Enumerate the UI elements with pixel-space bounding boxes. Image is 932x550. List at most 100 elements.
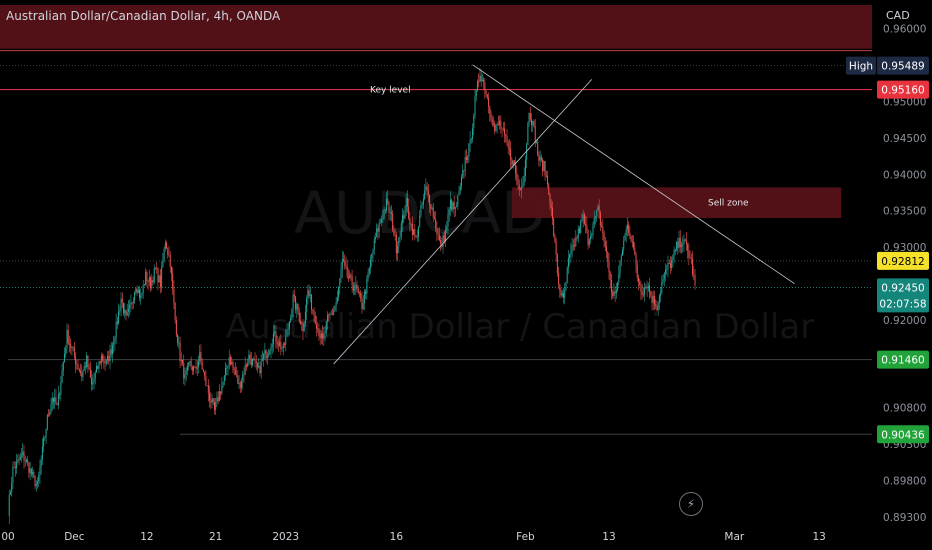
- candle-body: [45, 428, 47, 437]
- candle-body: [227, 365, 229, 368]
- candle-body: [318, 328, 320, 336]
- candle-body: [467, 156, 469, 161]
- candle-body: [594, 216, 596, 219]
- candle-body: [313, 310, 315, 316]
- candle-body: [161, 267, 163, 288]
- candle-body: [549, 194, 551, 204]
- time-tick-label: 2023: [272, 531, 299, 543]
- candle-body: [462, 170, 464, 177]
- candle-body: [615, 290, 617, 294]
- time-axis[interactable]: 00 Dec 12 21 2023 16 Feb 13 Mar 13: [1, 531, 826, 543]
- candle-body: [570, 251, 572, 255]
- candle-body: [102, 355, 104, 361]
- candle-body: [651, 295, 653, 303]
- candle-body: [673, 249, 675, 256]
- candle-body: [320, 333, 322, 338]
- candle-body: [183, 363, 185, 379]
- candle-body: [89, 368, 91, 378]
- candle-body: [334, 305, 336, 311]
- candle-body: [547, 176, 549, 185]
- candle-body: [617, 282, 619, 291]
- time-tick-label: 00: [1, 531, 14, 543]
- candle-body: [445, 230, 447, 242]
- candle-body: [512, 160, 514, 165]
- candle-body: [228, 357, 230, 366]
- candle-body: [82, 370, 84, 377]
- candle-body: [499, 120, 501, 125]
- countdown-text: 02:07:58: [879, 298, 926, 310]
- price-tick-label: 0.89800: [883, 476, 926, 488]
- candle-body: [215, 402, 217, 410]
- candle-body: [507, 142, 509, 148]
- candle-body: [170, 267, 172, 274]
- candle-body: [174, 303, 176, 321]
- candle-body: [384, 209, 386, 211]
- candle-body: [177, 334, 179, 343]
- candle-body: [54, 397, 56, 402]
- candle-body: [393, 229, 395, 235]
- candle-body: [91, 377, 93, 385]
- candle-body: [572, 244, 574, 246]
- candle-body: [166, 242, 168, 249]
- candle-body: [163, 248, 165, 262]
- candle-body: [646, 286, 648, 289]
- candle-body: [679, 237, 681, 248]
- horizontal-levels: [0, 65, 872, 435]
- candle-body: [107, 355, 109, 361]
- candle-body: [315, 324, 317, 329]
- candle-body: [105, 360, 107, 364]
- trendline-2: [472, 64, 795, 285]
- candle-body: [253, 358, 255, 361]
- candle-body: [452, 202, 454, 210]
- candle-body: [233, 367, 235, 371]
- candle-body: [607, 251, 609, 262]
- key-level-badge-text: 0.95160: [881, 85, 924, 97]
- candle-body: [275, 331, 277, 343]
- candle-body: [256, 362, 258, 368]
- candles: [8, 67, 696, 525]
- candle-body: [350, 274, 352, 277]
- candle-body: [136, 288, 138, 294]
- candle-body: [220, 391, 222, 394]
- candle-body: [260, 360, 262, 374]
- candle-body: [191, 366, 193, 371]
- candle-body: [296, 304, 298, 310]
- support-1-badge-bg: [877, 350, 929, 369]
- candle-body: [18, 459, 20, 461]
- candle-body: [399, 236, 401, 238]
- candle-body: [80, 371, 82, 374]
- candle-body: [408, 206, 410, 219]
- candle-body: [248, 354, 250, 364]
- candle-body: [109, 349, 111, 362]
- candle-body: [496, 124, 498, 126]
- candle-body: [571, 245, 573, 252]
- candle-body: [370, 259, 372, 268]
- candle-body: [226, 367, 228, 369]
- candle-body: [61, 370, 63, 384]
- candle-body: [667, 262, 669, 270]
- candle-body: [653, 296, 655, 305]
- candle-body: [223, 375, 225, 382]
- candle-body: [287, 328, 289, 330]
- price-tick-label: 0.96000: [883, 23, 926, 35]
- candle-body: [674, 249, 676, 251]
- support-1-badge-text: 0.91460: [881, 355, 924, 367]
- candle-body: [38, 475, 40, 482]
- candle-body: [422, 198, 424, 205]
- candle-body: [640, 284, 642, 292]
- candle-body: [655, 304, 657, 307]
- candle-body: [200, 352, 202, 362]
- candle-body: [303, 323, 305, 332]
- candle-body: [553, 218, 555, 236]
- candle-body: [129, 304, 131, 309]
- candle-body: [280, 341, 282, 349]
- lightning-icon[interactable]: ⚡: [679, 492, 703, 516]
- candle-body: [290, 318, 292, 322]
- candle-body: [459, 186, 461, 191]
- candle-body: [409, 218, 411, 225]
- candle-body: [371, 254, 373, 260]
- candle-body: [23, 451, 25, 461]
- candle-body: [581, 219, 583, 222]
- candle-body: [164, 242, 166, 249]
